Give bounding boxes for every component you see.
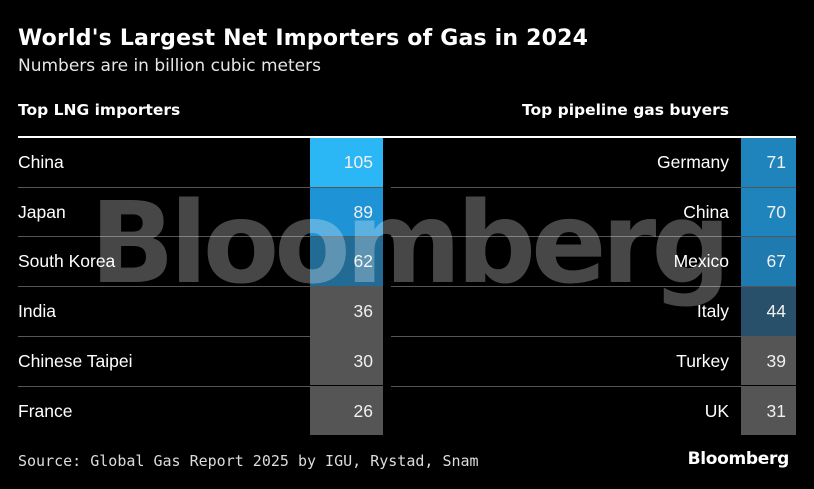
- row-separator: [391, 286, 796, 288]
- lng-column-header: Top LNG importers: [18, 101, 181, 119]
- left-row-label: France: [18, 400, 73, 421]
- row-separator: [18, 385, 383, 387]
- left-value-cell: 62: [310, 237, 383, 287]
- right-row-label: Germany: [657, 152, 729, 172]
- row-separator: [391, 385, 796, 387]
- left-row-label: Japan: [18, 201, 66, 222]
- right-row-label: Turkey: [676, 350, 729, 371]
- bloomberg-logo: Bloomberg: [687, 449, 790, 469]
- left-row-label: South Korea: [18, 251, 116, 272]
- header-rule: [18, 136, 796, 138]
- pipeline-column-header: Top pipeline gas buyers: [521, 101, 729, 119]
- watermark-text: Bloomberg: [90, 179, 726, 309]
- left-value-cell: 36: [310, 287, 383, 336]
- right-row-label: Italy: [696, 301, 729, 322]
- right-value-cell: 44: [741, 287, 796, 336]
- left-row-label: Chinese Taipei: [18, 350, 133, 371]
- right-value-cell: 67: [741, 237, 796, 287]
- source-note: Source: Global Gas Report 2025 by IGU, R…: [18, 452, 479, 470]
- right-row-label: Mexico: [673, 251, 729, 272]
- right-row-label: China: [683, 201, 729, 222]
- right-value-cell: 70: [741, 187, 796, 237]
- left-value-cell: 30: [310, 336, 383, 386]
- row-separator: [391, 236, 796, 238]
- left-row-label: India: [18, 301, 56, 322]
- right-row-label: UK: [704, 400, 729, 421]
- row-separator: [18, 335, 383, 337]
- left-value-cell: 105: [310, 138, 383, 187]
- row-separator: [18, 186, 383, 188]
- row-separator: [391, 186, 796, 188]
- chart-title: World's Largest Net Importers of Gas in …: [18, 26, 589, 51]
- right-value-cell: 71: [741, 138, 796, 187]
- right-value-cell: 39: [741, 336, 796, 386]
- row-separator: [18, 236, 383, 238]
- left-value-cell: 89: [310, 187, 383, 237]
- left-value-cell: 26: [310, 386, 383, 436]
- row-separator: [18, 286, 383, 288]
- left-row-label: China: [18, 152, 64, 172]
- chart-subtitle: Numbers are in billion cubic meters: [18, 56, 321, 76]
- row-separator: [391, 335, 796, 337]
- right-value-cell: 31: [741, 386, 796, 436]
